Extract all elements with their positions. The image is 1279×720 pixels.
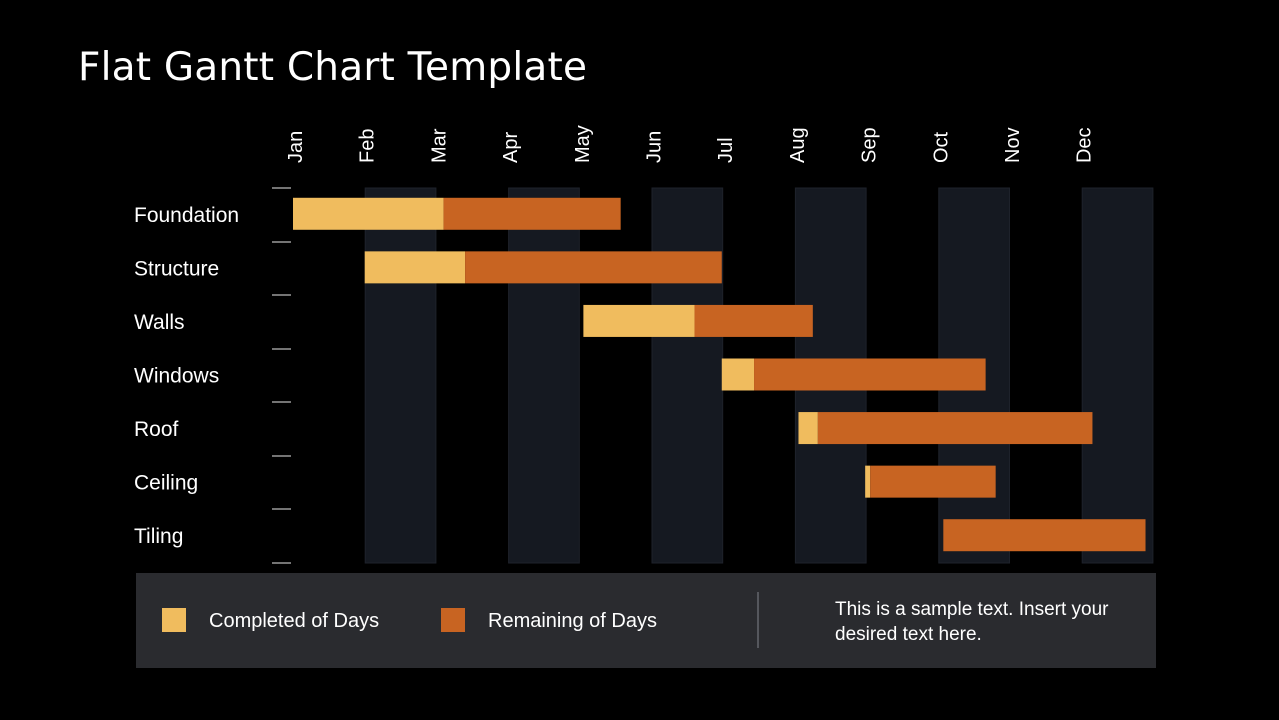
legend-panel: Completed of Days Remaining of Days This…: [136, 573, 1156, 668]
task-label: Windows: [134, 365, 219, 388]
month-band-apr: [508, 187, 580, 564]
bar-completed: [721, 358, 755, 391]
slide-title: Flat Gantt Chart Template: [78, 45, 588, 90]
task-bars: [293, 197, 1146, 552]
bar-remaining: [443, 197, 621, 230]
bar-completed: [798, 412, 818, 445]
task-label: Roof: [134, 418, 179, 441]
month-label: Dec: [1074, 127, 1096, 163]
month-label: Apr: [500, 132, 522, 163]
remaining-label: Remaining of Days: [488, 610, 657, 632]
completed-label: Completed of Days: [209, 610, 380, 632]
bar-remaining: [465, 251, 722, 284]
month-label: Nov: [1002, 127, 1024, 163]
month-label: Oct: [930, 131, 952, 163]
bar-completed: [583, 304, 695, 337]
month-band-feb: [364, 187, 437, 564]
month-label: May: [572, 125, 594, 163]
sample-note: This is a sample text. Insert your desir…: [835, 599, 1109, 645]
task-label: Ceiling: [134, 472, 198, 495]
month-labels: Jan Feb Mar Apr May Jun Jul Aug Sep Oct Nov Dec: [285, 125, 1096, 163]
bar-completed: [865, 465, 871, 498]
y-axis-ticks: [272, 187, 291, 564]
month-label: Jul: [715, 137, 737, 163]
month-label: Mar: [428, 128, 450, 163]
task-label: Tiling: [134, 525, 183, 548]
bar-remaining: [870, 465, 996, 498]
month-band-dec: [1081, 187, 1154, 564]
completed-swatch: [162, 608, 186, 632]
task-labels: Foundation Structure Walls Windows Roof Ceili…: [134, 204, 239, 548]
bar-remaining: [754, 358, 986, 391]
bar-completed: [364, 251, 466, 284]
task-label: Walls: [134, 311, 185, 334]
bar-remaining: [817, 412, 1093, 445]
month-label: Aug: [787, 127, 809, 163]
legend-divider: [757, 592, 759, 648]
month-band-jun: [651, 187, 724, 564]
gantt-chart: Jan Feb Mar Apr May Jun Jul Aug Sep Oct Nov Dec Fou…: [134, 125, 1154, 564]
task-label: Foundation: [134, 204, 239, 227]
month-label: Jun: [644, 131, 666, 163]
task-label: Structure: [134, 257, 219, 280]
bar-remaining: [694, 304, 813, 337]
bar-completed: [293, 197, 444, 230]
bar-remaining: [943, 519, 1146, 552]
month-label: Sep: [859, 127, 881, 163]
month-label: Jan: [285, 131, 307, 163]
month-label: Feb: [357, 129, 379, 163]
remaining-swatch: [441, 608, 465, 632]
